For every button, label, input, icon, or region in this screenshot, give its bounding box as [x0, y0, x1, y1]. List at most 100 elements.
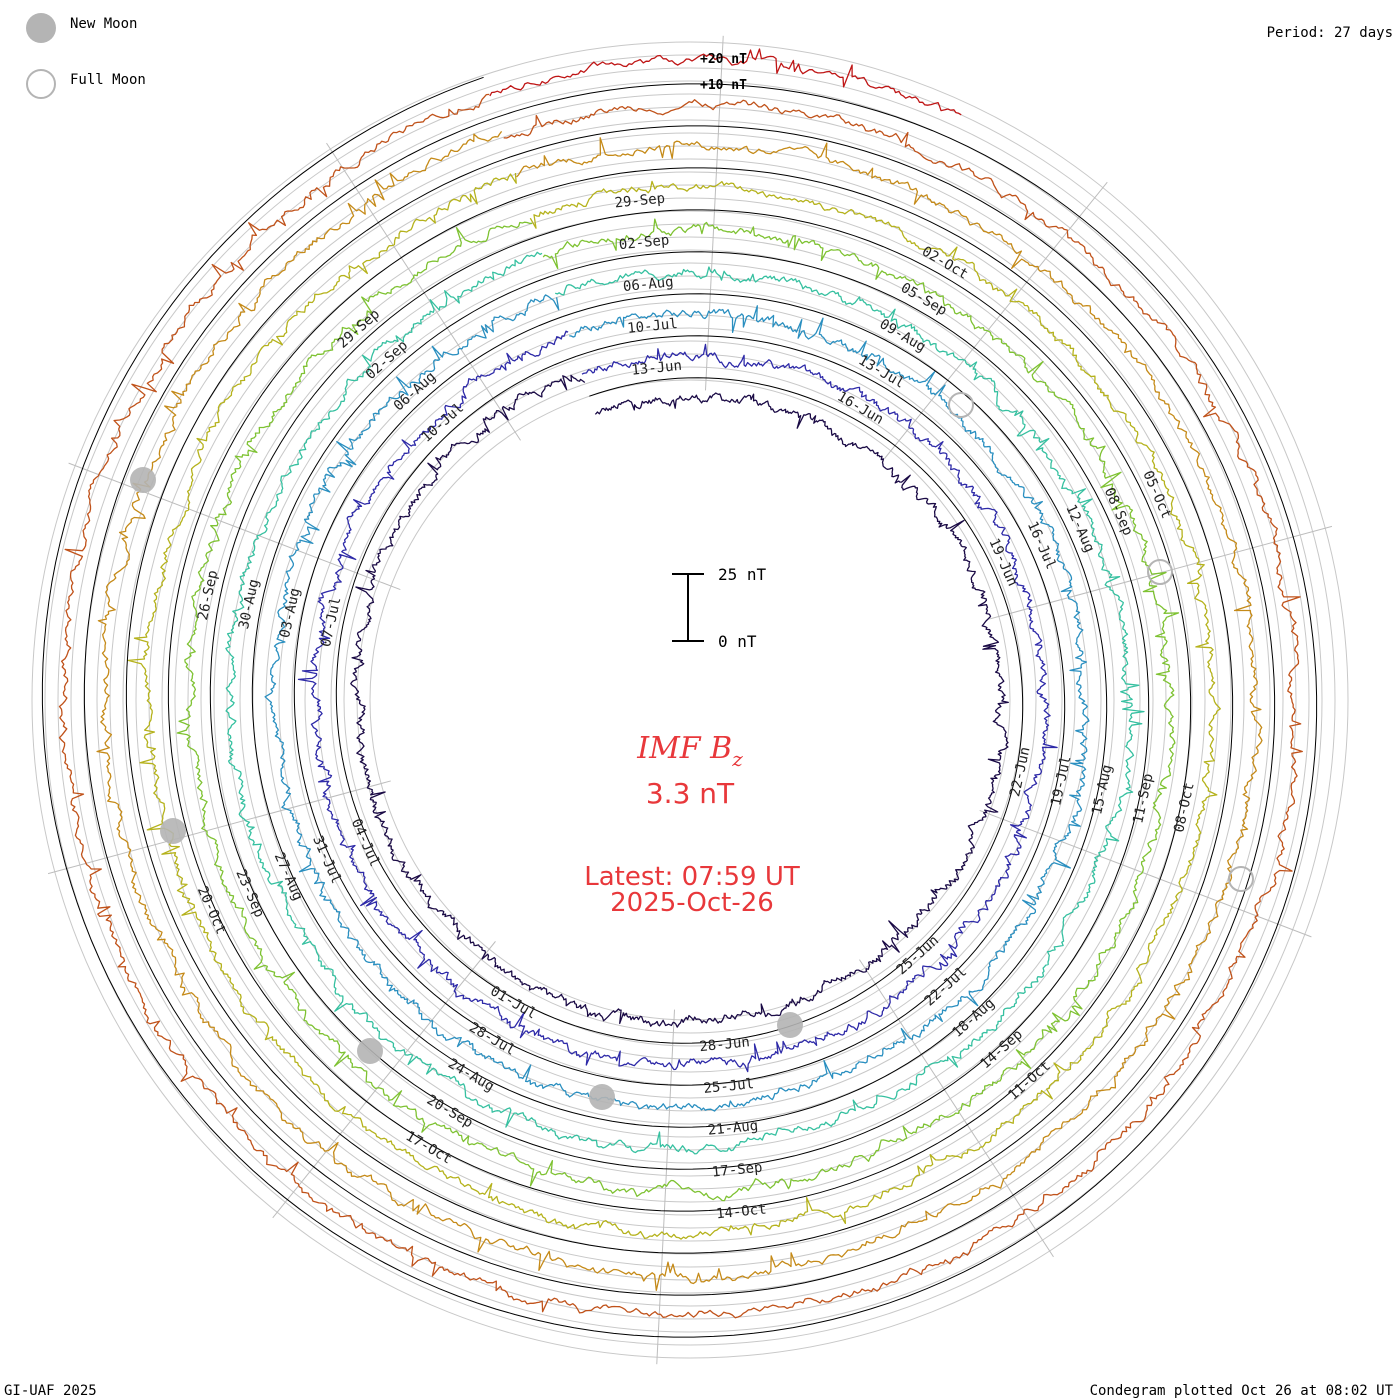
grid-circle: [148, 158, 1232, 1242]
reference-line-rotation-3: [251, 276, 1108, 1128]
date-label: 13-Jun: [631, 358, 683, 379]
trace-rotation-4: [225, 251, 1145, 1155]
scale-bottom-label: 0 nT: [718, 632, 757, 651]
latest-date: 2025-Oct-26: [610, 888, 774, 918]
grid-circles: [31, 41, 1349, 1359]
grid-circle: [343, 353, 1037, 1047]
grid-circle: [369, 379, 1011, 1021]
grid-circle: [187, 197, 1193, 1203]
new-moon-legend-label: New Moon: [70, 16, 137, 32]
trace-rotation-5: [176, 218, 1180, 1202]
date-label: 10-Jul: [419, 400, 467, 446]
date-label: 08-Sep: [1101, 485, 1136, 538]
trace-rotation-2: [297, 330, 1058, 1073]
grid-circle: [31, 41, 1349, 1359]
date-label: 04-Jul: [348, 816, 383, 869]
reference-line-rotation-4: [209, 236, 1150, 1170]
spoke-line: [704, 35, 724, 391]
grid-circle: [278, 288, 1102, 1112]
footer-right: Condegram plotted Oct 26 at 08:02 UT: [1090, 1383, 1394, 1399]
grid-circle: [200, 210, 1180, 1190]
grid-circle: [109, 119, 1271, 1281]
center-title: IMF Bz: [636, 731, 743, 771]
date-label: 24-Aug: [445, 1056, 497, 1095]
center-value: 3.3 nT: [646, 777, 735, 810]
grid-circle: [291, 301, 1089, 1099]
reference-line-rotation-7: [83, 116, 1276, 1296]
grid-circle: [213, 223, 1167, 1177]
date-label: 31-Jul: [309, 833, 344, 886]
date-label: 20-Oct: [194, 884, 229, 937]
grid-circle: [70, 80, 1310, 1320]
date-label: 14-Sep: [978, 1027, 1026, 1073]
new-moon-marker: [160, 818, 186, 844]
full-moon-legend-label: Full Moon: [70, 72, 146, 88]
reference-line-rotation-6: [125, 156, 1234, 1254]
grid-circle: [265, 275, 1115, 1125]
spoke-lines: [47, 35, 1333, 1365]
reference-line-rotation-5: [167, 196, 1192, 1212]
new-moon-legend-icon: [26, 13, 56, 43]
new-moon-marker: [589, 1084, 615, 1110]
latest-time: Latest: 07:59 UT: [584, 862, 800, 892]
grid-circle: [356, 366, 1024, 1034]
date-label: 11-Oct: [1005, 1058, 1053, 1104]
grid-circle: [161, 171, 1219, 1229]
full-moon-marker: [1228, 866, 1254, 892]
date-label: 16-Jul: [1024, 519, 1059, 572]
full-moon-marker: [948, 392, 974, 418]
full-moon-legend-icon: [26, 69, 56, 99]
center-title-sub: z: [731, 747, 743, 771]
date-label: 25-Jul: [703, 1076, 755, 1097]
date-label: 22-Jul: [922, 964, 970, 1010]
grid-circle: [122, 132, 1258, 1268]
date-label: 28-Jun: [699, 1034, 751, 1055]
spoke-line: [656, 1009, 676, 1365]
date-label: 14-Oct: [715, 1201, 767, 1222]
trace-rotation-9: [489, 48, 962, 116]
reference-line-rotation-2: [293, 316, 1066, 1086]
scale-top-label: 25 nT: [718, 565, 767, 584]
date-label: 19-Jul: [1048, 754, 1074, 807]
spoke-line: [47, 780, 391, 875]
grid-circle: [57, 67, 1323, 1333]
date-label: 23-Sep: [232, 867, 267, 920]
grid-circle: [239, 249, 1141, 1151]
grid-circle: [226, 236, 1154, 1164]
trace-rotation-7: [96, 131, 1263, 1291]
date-label: 15-Aug: [1089, 763, 1115, 816]
footer-left: GI-UAF 2025: [4, 1383, 97, 1399]
date-label: 21-Aug: [707, 1118, 759, 1139]
spoke-line: [272, 941, 496, 1219]
trace-rotation-3: [264, 294, 1090, 1112]
date-label: 17-Sep: [711, 1160, 763, 1181]
date-label: 11-Sep: [1130, 772, 1156, 825]
new-moon-marker: [777, 1012, 803, 1038]
grid-circle: [44, 54, 1336, 1346]
date-label: 06-Aug: [622, 274, 674, 295]
date-label: 29-Sep: [614, 191, 666, 212]
ring-label-20nt: +20 nT: [700, 52, 747, 67]
grid-circle: [135, 145, 1245, 1255]
date-label: 02-Sep: [618, 232, 670, 253]
spoke-line: [859, 959, 1054, 1258]
ring-label-10nt: +10 nT: [700, 78, 747, 93]
grid-circle: [174, 184, 1206, 1216]
period-label: Period: 27 days: [1267, 25, 1393, 41]
full-moon-marker: [1147, 559, 1173, 585]
date-label: 22-Jun: [1007, 745, 1033, 798]
scale-bar: 25 nT 0 nT: [672, 565, 767, 651]
reference-line-rotation-8: [41, 76, 1318, 1338]
center-title-main: IMF B: [636, 731, 732, 766]
new-moon-marker: [357, 1038, 383, 1064]
trace-rotation-8: [58, 93, 1303, 1319]
date-label: 25-Jun: [894, 933, 942, 979]
trace-rotation-1: [350, 374, 1009, 1028]
spoke-line: [326, 142, 521, 441]
new-moon-marker: [130, 467, 156, 493]
moon-markers: [130, 392, 1254, 1110]
grid-circle: [96, 106, 1284, 1294]
date-label: 10-Jul: [627, 316, 679, 337]
trace-rotation-6: [127, 172, 1221, 1240]
